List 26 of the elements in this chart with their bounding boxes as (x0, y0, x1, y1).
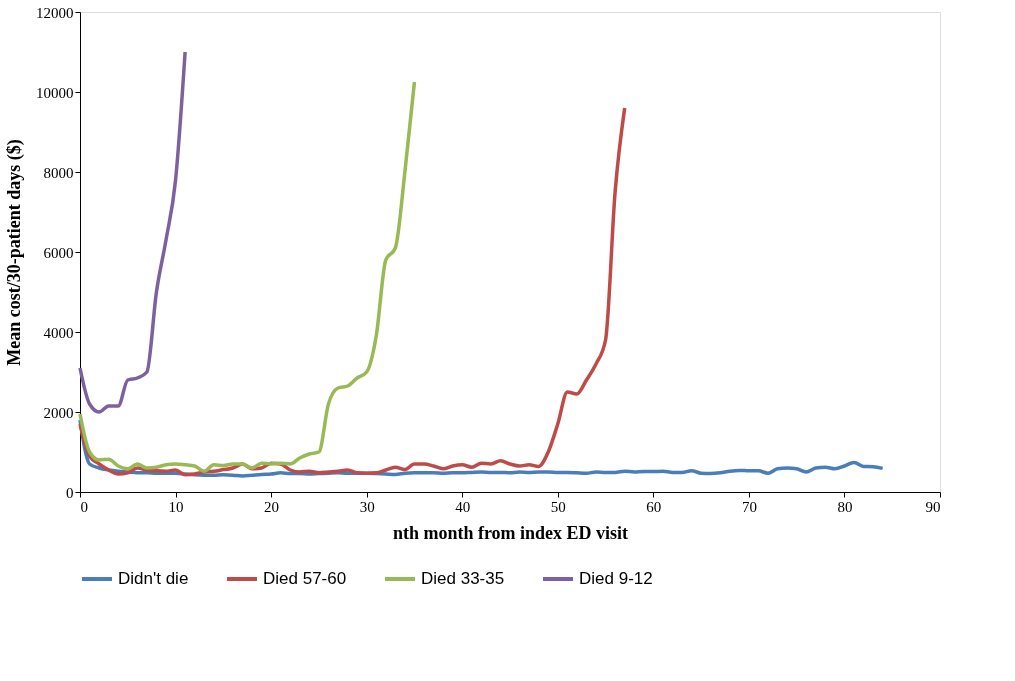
y-tick-label: 6000 (43, 244, 74, 261)
x-tick-label: 80 (837, 498, 853, 515)
x-tick-label: 90 (925, 498, 941, 515)
x-tick-label: 20 (264, 498, 280, 515)
y-tick-label: 4000 (43, 324, 74, 341)
y-tick-label: 8000 (43, 164, 74, 181)
legend-label: Died 9-12 (579, 569, 653, 588)
line-series (78, 106, 627, 477)
x-tick-label: 10 (168, 498, 184, 515)
x-tick-label: 40 (455, 498, 471, 515)
y-tick-label: 10000 (36, 84, 74, 101)
x-axis-title: nth month from index ED visit (392, 522, 629, 543)
x-tick-label: 60 (646, 498, 662, 515)
y-axis-title: Mean cost/30-patient days ($) (4, 139, 25, 366)
x-tick-label: 50 (550, 498, 566, 515)
legend-label: Died 57-60 (263, 569, 347, 588)
x-tick-label: 0 (80, 498, 88, 515)
line-series (78, 80, 417, 473)
x-tick-label: 70 (741, 498, 757, 515)
x-tick-label: 30 (359, 498, 375, 515)
y-tick-label: 12000 (36, 4, 74, 21)
y-tick-label: 2000 (43, 404, 74, 421)
legend-label: Died 33-35 (421, 569, 505, 588)
line-series (78, 50, 187, 414)
y-tick-label: 0 (66, 484, 74, 501)
legend-label: Didn't die (118, 569, 189, 588)
